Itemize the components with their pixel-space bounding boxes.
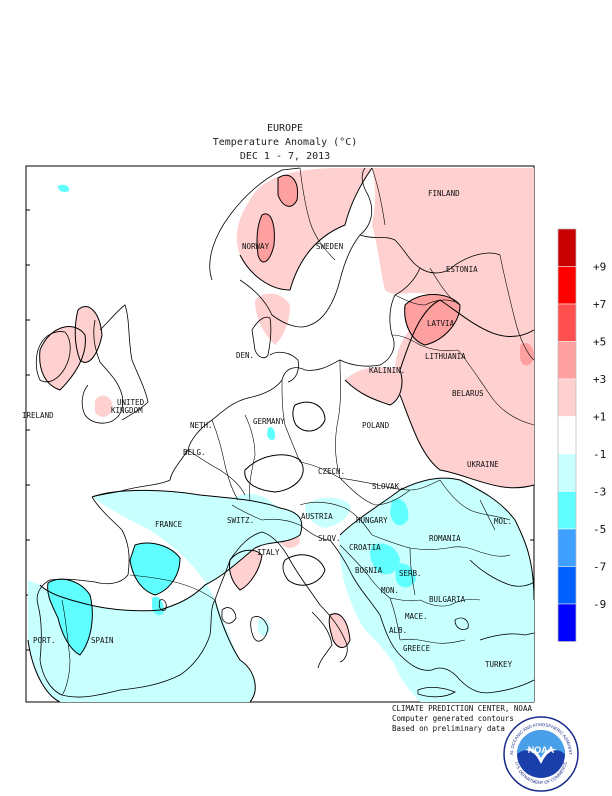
national-borders [61,167,535,696]
label-albania: ALB. [389,626,407,635]
legend-outline [557,228,577,642]
label-romania: ROMANIA [429,534,461,543]
label-united: UNITED [117,398,145,407]
label-slovakia: SLOVAK. [372,482,404,491]
credit-line-3: Based on preliminary data [392,724,505,733]
legend-tick-label: +9 [593,261,606,274]
label-france: FRANCE [155,520,183,529]
label-ireland: IRELAND [22,411,54,420]
coastlines [35,167,535,698]
warm-anomaly-areas [39,168,534,648]
label-italy: ITALY [257,548,280,557]
title-period: DEC 1 - 7, 2013 [239,151,331,162]
label-sweden: SWEDEN [316,242,343,251]
label-norway: NORWAY [242,242,270,251]
legend-tick-label: -5 [593,523,606,536]
legend-bin [557,603,577,642]
legend-bin [557,491,577,530]
legend-bin [557,453,577,492]
label-netherlands: NETH. [190,421,213,430]
label-austria: AUSTRIA [301,512,333,521]
legend-bin [557,528,577,567]
country-labels: FINLAND NORWAY SWEDEN ESTONIA LATVIA DEN… [22,189,513,669]
legend-tick-label: +5 [593,336,606,349]
noaa-logo: NOAA NATIONAL OCEANIC AND ATMOSPHERIC AD… [501,712,579,796]
legend-bin [557,266,577,305]
legend-bin [557,228,577,267]
legend-tick-label: -9 [593,598,606,611]
label-hungary: HUNGARY [356,516,388,525]
legend-tick-label: +7 [593,298,606,311]
legend-tick-label: -7 [593,561,606,574]
label-kaliningrad: KALININ. [369,366,405,375]
label-belgium: BELG. [183,448,206,457]
label-ukraine: UKRAINE [467,460,499,469]
label-serbia: SERB. [399,569,422,578]
label-germany: GERMANY [253,417,285,426]
label-latvia: LATVIA [427,319,455,328]
legend-bin [557,303,577,342]
label-bulgaria: BULGARIA [429,595,466,604]
legend-colorbar: +9 +7 +5 +3 +1 -1 -3 -5 -7 -9 [557,228,606,642]
label-poland: POLAND [362,421,390,430]
label-czech: CZECH. [318,467,345,476]
legend-tick-label: +1 [593,411,606,424]
label-bosnia: BOSNIA [355,566,383,575]
legend-bin [557,416,577,455]
contour-lines [27,167,535,703]
credits-block: CLIMATE PREDICTION CENTER, NOAA Computer… [392,704,532,734]
label-estonia: ESTONIA [446,265,478,274]
label-denmark: DEN. [236,351,254,360]
logo-text: NOAA [528,745,555,755]
label-spain: SPAIN [91,636,114,645]
label-lithuania: LITHUANIA [425,352,466,361]
noaa-emblem-icon: NOAA NATIONAL OCEANIC AND ATMOSPHERIC AD… [501,712,579,792]
label-belarus: BELARUS [452,389,484,398]
credit-line-1: CLIMATE PREDICTION CENTER, NOAA [392,704,532,713]
label-moldova: MOL. [494,517,512,526]
legend-tick-label: -3 [593,486,606,499]
legend-tick-label: -1 [593,448,606,461]
label-switzerland: SWITZ. [227,516,254,525]
label-portugal: PORT. [33,636,56,645]
label-finland: FINLAND [428,189,460,198]
label-montenegro: MON. [381,586,399,595]
title-region: EUROPE [266,123,304,134]
label-macedonia: MACE. [405,612,428,621]
legend-bin [557,378,577,417]
title-variable: Temperature Anomaly (°C) [212,137,358,148]
map-title: EUROPE Temperature Anomaly (°C) DEC 1 - … [180,122,390,164]
label-turkey: TURKEY [485,660,513,669]
credit-line-2: Computer generated contours [392,714,514,723]
label-croatia: CROATIA [349,543,381,552]
label-slovenia: SLOV. [318,534,341,543]
legend-tick-label: +3 [593,373,606,386]
legend-bin [557,341,577,380]
label-kingdom: KINGDOM [111,406,143,415]
label-greece: GREECE [403,644,431,653]
legend-bin [557,566,577,605]
